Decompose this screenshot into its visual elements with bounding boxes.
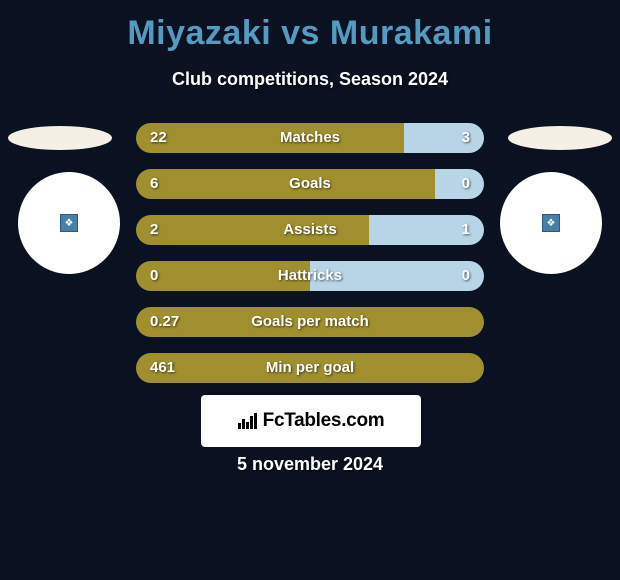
stat-bar-left [136,353,484,383]
player-left-shadow [8,126,112,150]
player-left-badge-icon: ❖ [60,214,78,232]
stat-bar-right [310,261,484,291]
site-logo[interactable]: FcTables.com [201,395,421,447]
date-text: 5 november 2024 [0,454,620,475]
stat-value-right: 0 [462,169,470,199]
stat-value-left: 2 [150,215,158,245]
stat-bar-left [136,215,369,245]
page-title: Miyazaki vs Murakami [0,0,620,53]
stat-value-left: 461 [150,353,175,383]
stat-bar-right [404,123,484,153]
player-right-badge-icon: ❖ [542,214,560,232]
stat-bar-left [136,307,484,337]
stat-value-left: 0 [150,261,158,291]
stat-value-right: 0 [462,261,470,291]
stat-bar-right [435,169,484,199]
stat-row: 2 Assists 1 [136,215,484,245]
stat-bar-left [136,123,404,153]
stat-bar-left [136,261,310,291]
player-right-shadow [508,126,612,150]
stat-bar-left [136,169,435,199]
stat-value-right: 3 [462,123,470,153]
stat-value-left: 0.27 [150,307,179,337]
stat-row: 0.27 Goals per match [136,307,484,337]
subtitle: Club competitions, Season 2024 [0,69,620,90]
bars-icon [238,413,257,429]
stat-row: 0 Hattricks 0 [136,261,484,291]
site-logo-label: FcTables.com [263,410,385,432]
player-right-avatar: ❖ [500,172,602,274]
stats-bars: 22 Matches 3 6 Goals 0 2 Assists 1 0 Hat… [136,123,484,399]
stat-row: 461 Min per goal [136,353,484,383]
stat-value-left: 22 [150,123,167,153]
stat-value-right: 1 [462,215,470,245]
stat-row: 6 Goals 0 [136,169,484,199]
player-left-avatar: ❖ [18,172,120,274]
stat-row: 22 Matches 3 [136,123,484,153]
site-logo-text: FcTables.com [238,410,385,432]
stat-value-left: 6 [150,169,158,199]
